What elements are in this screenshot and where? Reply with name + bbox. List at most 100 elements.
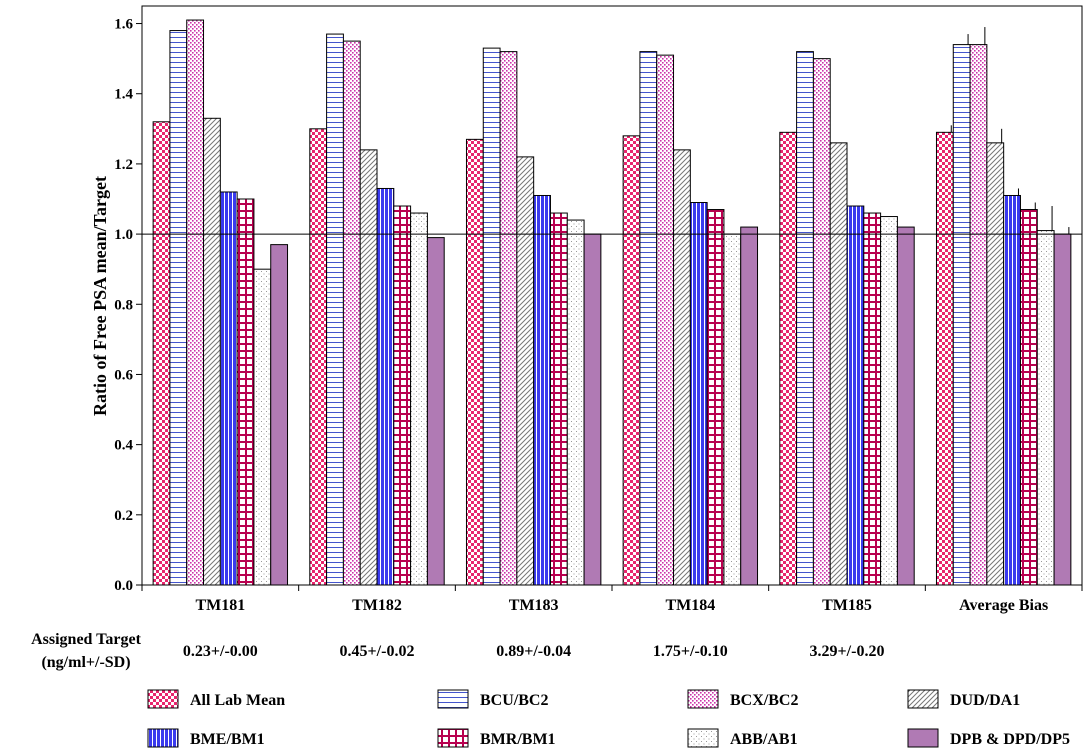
bar-tm184-series-7 — [740, 226, 759, 586]
y-axis-title-group: Ratio of Free PSA mean/Target — [90, 176, 110, 416]
legend-swatch — [437, 728, 469, 748]
bar-average-bias-series-1 — [952, 44, 971, 586]
bar-tm182-series-1 — [326, 33, 344, 586]
legend-label: ABB/AB1 — [730, 731, 798, 748]
bar-tm182-series-6 — [410, 212, 428, 586]
bar-tm184-series-6 — [723, 233, 742, 586]
bar-tm185-series-3 — [829, 142, 848, 586]
bar-tm181-series-2 — [186, 19, 205, 586]
bar-tm183-series-7 — [583, 233, 602, 586]
x-category-label: TM185 — [822, 597, 872, 614]
legend-item: DUD/DA1 — [907, 689, 1020, 709]
bar-tm183-series-4 — [533, 194, 551, 586]
legend-item: ABB/AB1 — [687, 728, 798, 748]
legend-label: DPB & DPD/DP5 — [950, 731, 1070, 748]
y-tick-label: 0.4 — [114, 438, 133, 454]
y-tick-label: 1.6 — [114, 17, 133, 33]
bar-tm184-series-4 — [689, 202, 708, 586]
bar-tm182-series-2 — [342, 40, 361, 586]
assigned-target-title: Assigned Target — [31, 631, 141, 648]
bar-tm181-series-3 — [203, 117, 221, 586]
bar-tm183-series-1 — [482, 47, 501, 586]
bar-tm183-series-0 — [465, 138, 484, 586]
x-category-label: TM182 — [352, 597, 402, 614]
bar-tm185-series-5 — [863, 212, 882, 586]
bar-tm182-series-4 — [376, 187, 395, 586]
bar-average-bias-series-5 — [1019, 209, 1038, 586]
legend-label: BMR/BM1 — [480, 731, 556, 748]
assigned-target-value: 0.23+/-0.00 — [183, 643, 258, 660]
y-tick-label: 1.2 — [114, 157, 133, 173]
bar-tm183-series-3 — [516, 156, 535, 586]
bar-average-bias-series-0 — [935, 131, 954, 586]
legend-label: DUD/DA1 — [950, 692, 1020, 709]
legend-item: BMR/BM1 — [437, 728, 556, 748]
bar-tm184-series-5 — [706, 209, 725, 586]
assigned-target-value: 0.89+/-0.04 — [496, 643, 571, 660]
x-category-label: TM181 — [195, 597, 245, 614]
bar-average-bias-series-2 — [969, 44, 988, 586]
assigned-target-units: (ng/ml+/-SD) — [41, 654, 130, 671]
legend-item: DPB & DPD/DP5 — [907, 728, 1070, 748]
y-tick-label: 0.8 — [114, 297, 133, 313]
legend-swatch — [687, 689, 719, 709]
bar-tm181-series-4 — [219, 191, 238, 586]
bar-tm182-series-7 — [426, 237, 445, 586]
bar-tm184-series-1 — [639, 51, 658, 586]
bar-tm185-series-0 — [779, 131, 798, 586]
bar-tm185-series-7 — [896, 226, 915, 586]
bar-tm181-series-0 — [152, 121, 171, 586]
assigned-target-row: Assigned Target (ng/ml+/-SD) 0.23+/-0.00… — [31, 631, 884, 671]
y-tick-label: 0.2 — [114, 508, 133, 524]
bar-average-bias-series-7 — [1053, 233, 1072, 586]
bar-tm184-series-2 — [656, 54, 675, 586]
bar-tm185-series-1 — [796, 51, 814, 586]
legend-swatch — [687, 728, 719, 748]
bar-tm183-series-6 — [566, 219, 585, 586]
assigned-target-value: 3.29+/-0.20 — [810, 643, 885, 660]
bar-tm185-series-4 — [846, 205, 865, 586]
bar-average-bias-series-6 — [1036, 230, 1055, 586]
legend-swatch — [147, 689, 179, 709]
bar-tm183-series-5 — [549, 212, 568, 586]
bar-tm182-series-5 — [393, 205, 412, 586]
bar-tm181-series-5 — [236, 198, 255, 586]
legend-swatch — [147, 728, 179, 748]
bars-layer — [152, 19, 1072, 586]
bar-tm185-series-6 — [880, 216, 898, 586]
error-bars-layer — [950, 27, 1070, 235]
legend-label: BCU/BC2 — [480, 692, 548, 709]
y-tick-label: 1.4 — [114, 87, 133, 103]
legend: All Lab Mean BCU/BC2 BCX/BC2 DUD/DA1 BME/BM1… — [147, 689, 1070, 748]
y-tick-label: 0.6 — [114, 367, 133, 383]
legend-swatch — [907, 689, 939, 709]
bar-tm182-series-0 — [309, 128, 328, 586]
legend-swatch — [437, 689, 469, 709]
x-category-label: TM183 — [509, 597, 559, 614]
bar-average-bias-series-4 — [1003, 194, 1021, 586]
bar-tm181-series-7 — [270, 244, 289, 586]
legend-swatch — [907, 728, 939, 748]
legend-item: All Lab Mean — [147, 689, 285, 709]
legend-label: All Lab Mean — [190, 692, 285, 709]
bar-tm181-series-6 — [253, 268, 272, 586]
assigned-target-value: 0.45+/-0.02 — [340, 643, 415, 660]
bar-tm181-series-1 — [169, 30, 188, 586]
x-category-label: TM184 — [665, 597, 715, 614]
y-axis-title: Ratio of Free PSA mean/Target — [90, 176, 110, 416]
legend-item: BCU/BC2 — [437, 689, 548, 709]
y-axis: 0.0 0.2 0.4 0.6 0.8 1.0 1.2 1.4 1.6 — [114, 17, 142, 594]
legend-label: BME/BM1 — [190, 731, 265, 748]
bar-tm185-series-2 — [812, 58, 831, 586]
bar-tm183-series-2 — [499, 51, 518, 586]
y-tick-label: 0.0 — [114, 578, 133, 594]
bar-tm184-series-0 — [622, 135, 641, 586]
x-category-label: Average Bias — [959, 597, 1048, 614]
legend-label: BCX/BC2 — [730, 692, 798, 709]
legend-item: BME/BM1 — [147, 728, 265, 748]
legend-item: BCX/BC2 — [687, 689, 798, 709]
bar-tm182-series-3 — [359, 149, 378, 586]
assigned-target-value: 1.75+/-0.10 — [653, 643, 728, 660]
y-tick-label: 1.0 — [114, 227, 133, 243]
